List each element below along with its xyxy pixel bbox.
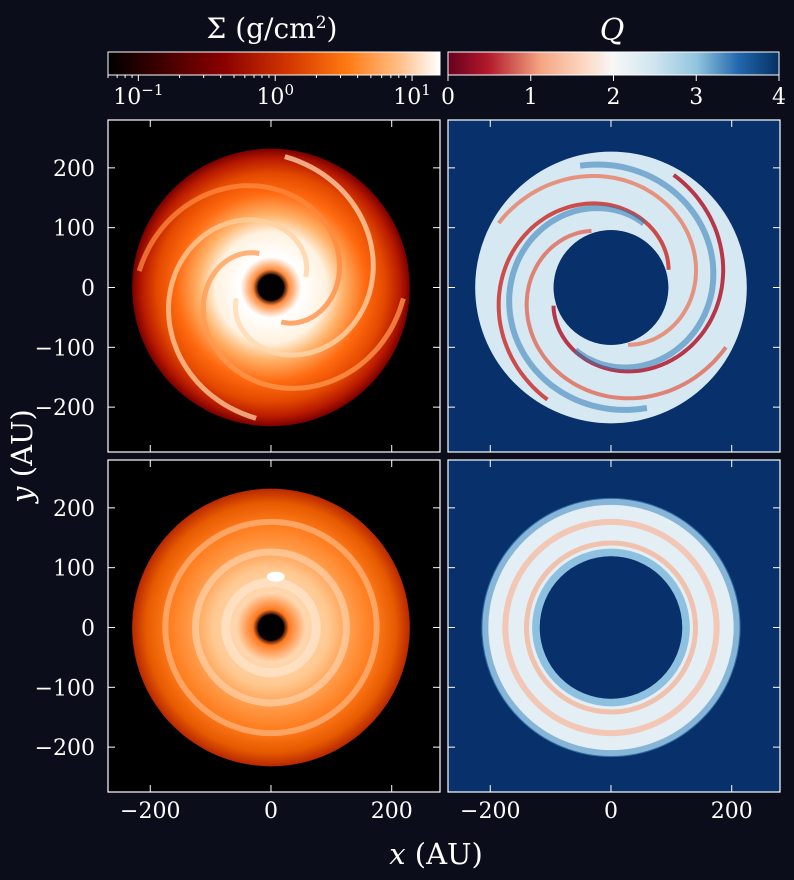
q-spiral-arm — [551, 173, 726, 374]
x-tick-label: 0 — [604, 799, 618, 824]
q-colorbar-tick-label: 1 — [524, 85, 538, 110]
y-tick-label: 0 — [81, 616, 95, 641]
q-colorbar-tick-label: 0 — [441, 85, 455, 110]
sigma-colorbar-tick-label: 10−1 — [113, 81, 163, 110]
sigma-unit: (g/cm — [226, 12, 315, 45]
panel-top-left — [108, 120, 440, 452]
q-spiral-arm — [524, 228, 728, 401]
q-colorbar-title: Q — [600, 13, 625, 48]
panel-bottom-right — [448, 460, 780, 792]
y-tick-label: 200 — [53, 157, 95, 182]
q-colorbar-tick-label: 2 — [607, 85, 621, 110]
density-ring — [192, 548, 350, 707]
x-tick-label: 0 — [264, 799, 278, 824]
q-spiral-gap — [506, 204, 648, 413]
sigma-colorbar: 10−1 100 101 Σ (g/cm2) — [107, 12, 441, 110]
density-spiral-arm — [165, 217, 310, 421]
q-inner-region — [553, 230, 669, 345]
x-axis-var: x — [389, 837, 405, 871]
x-tick-label: −200 — [120, 799, 180, 824]
y-tick-label: 100 — [53, 557, 95, 582]
frame-bottom-right — [447, 459, 781, 793]
sigma-colorbar-title: Σ (g/cm2) — [207, 12, 338, 45]
sigma-colorbar-tick-label: 101 — [393, 81, 431, 110]
y-axis-var: y — [5, 486, 39, 505]
panel-top-right — [448, 120, 780, 452]
q-colorbar-tick-label: 3 — [689, 85, 703, 110]
y-tick-label: 200 — [53, 497, 95, 522]
q-outer-edge — [481, 497, 741, 758]
q-colorbar-tick-label: 4 — [772, 85, 786, 110]
density-ring — [162, 518, 380, 737]
frame-top-left — [107, 119, 441, 453]
frame-bottom-left — [107, 459, 441, 793]
y-tick-label: 100 — [53, 217, 95, 242]
inner-cavity — [257, 614, 285, 641]
density-ring — [221, 577, 321, 678]
q-spiral-arm — [496, 201, 671, 402]
y-tick-label: 0 — [81, 276, 95, 301]
sigma-symbol: Σ — [207, 12, 227, 45]
sigma-colorbar-gradient — [107, 51, 441, 76]
sigma-unit-sup: 2 — [316, 13, 327, 33]
density-spiral-arm — [200, 250, 406, 391]
q-spiral-arm — [497, 174, 698, 347]
density-spiral-arm — [136, 183, 342, 326]
q-spiral-gap — [573, 161, 717, 371]
q-inner-edge — [532, 548, 690, 707]
density-clump — [266, 571, 285, 582]
sigma-colorbar-tick-label: 100 — [256, 81, 294, 110]
y-tick-label: −100 — [35, 676, 95, 701]
x-tick-label: −200 — [460, 799, 520, 824]
x-axis-label: x (AU) — [389, 837, 483, 871]
inner-cavity — [257, 274, 285, 301]
y-axis-label: y (AU) — [5, 409, 39, 505]
x-axis-unit: (AU) — [406, 837, 483, 871]
y-tick-label: −200 — [35, 736, 95, 761]
x-tick-label: 200 — [711, 799, 753, 824]
frame-top-right — [447, 119, 781, 453]
y-axis-unit: (AU) — [5, 409, 39, 486]
q-annulus — [482, 498, 740, 757]
q-ring — [502, 518, 720, 737]
y-tick-label: −200 — [35, 396, 95, 421]
x-tick-label: 200 — [371, 799, 413, 824]
sigma-unit-close: ) — [327, 12, 338, 45]
panel-bottom-left — [108, 460, 440, 792]
q-colorbar: 0 1 2 3 4 Q — [441, 13, 786, 110]
y-tick-label: −100 — [35, 336, 95, 361]
q-inner-region — [539, 556, 683, 699]
density-spiral-arm — [232, 154, 376, 358]
q-annulus — [475, 151, 747, 424]
q-ring — [523, 540, 698, 715]
q-colorbar-gradient — [447, 51, 780, 76]
